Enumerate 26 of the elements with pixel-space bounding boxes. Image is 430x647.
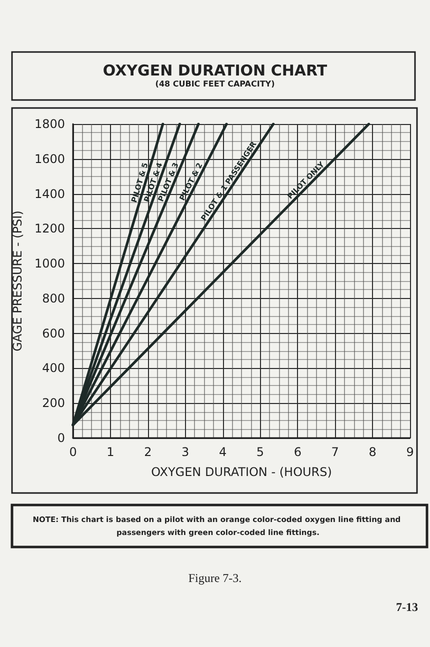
x-tick-label: 5 <box>256 445 264 459</box>
y-axis-title: GAGE PRESSURE - (PSI) <box>10 210 25 352</box>
y-tick-label: 1000 <box>34 256 65 271</box>
chart-title: OXYGEN DURATION CHART <box>102 62 328 80</box>
y-tick-label: 400 <box>42 361 65 376</box>
y-tick-label: 600 <box>42 326 65 340</box>
x-tick-label: 1 <box>106 445 114 459</box>
x-tick-label: 7 <box>331 445 339 459</box>
caption: Figure 7-3. <box>188 571 242 585</box>
y-tick-label: 1200 <box>34 222 65 236</box>
y-tick-label: 1800 <box>34 117 65 131</box>
x-tick-label: 2 <box>144 445 152 459</box>
x-tick-label: 3 <box>182 445 190 459</box>
x-axis-title: OXYGEN DURATION - (HOURS) <box>151 465 332 479</box>
x-tick-label: 0 <box>69 445 77 459</box>
y-tick-label: 1400 <box>34 186 65 201</box>
x-tick-label: 9 <box>406 445 414 459</box>
y-tick-label: 800 <box>42 291 65 306</box>
y-tick-label: 0 <box>57 431 65 445</box>
x-tick-label: 4 <box>218 445 227 459</box>
text: 7-13 <box>396 600 418 614</box>
x-tick-label: 8 <box>368 445 376 459</box>
y-tick-label: 200 <box>42 396 65 410</box>
x-tick-label: 6 <box>294 445 302 459</box>
y-tick-label: 1600 <box>34 152 65 166</box>
chart-subtitle: (48 CUBIC FEET CAPACITY) <box>155 80 275 88</box>
